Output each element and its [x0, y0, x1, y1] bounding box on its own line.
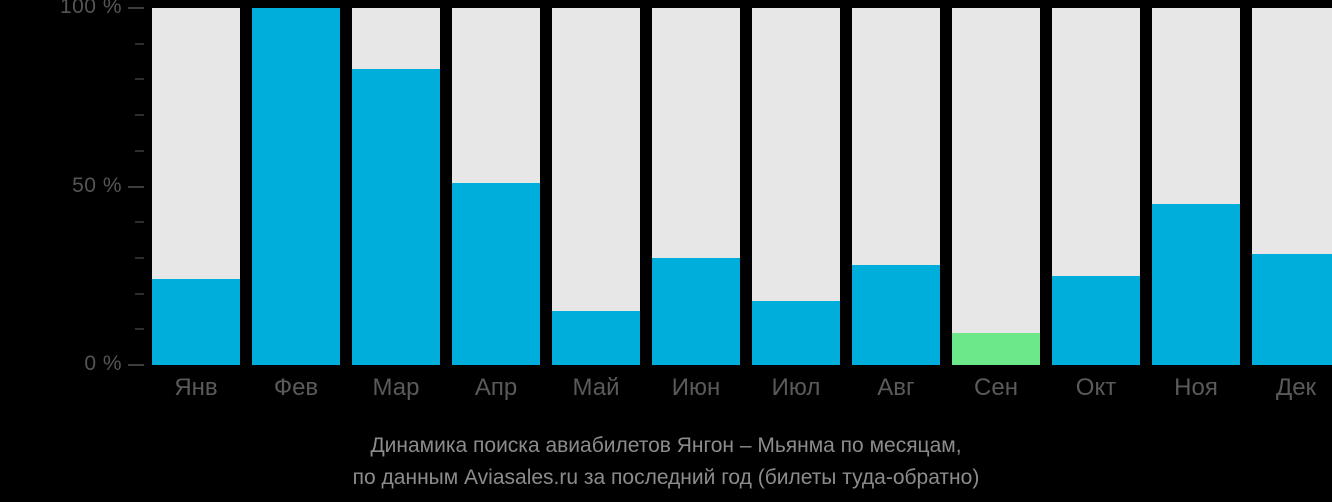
y-axis-tick-mark [135, 221, 144, 224]
x-axis-label: Фев [273, 374, 319, 401]
bar-group[interactable] [852, 8, 940, 365]
y-axis-tick-mark [135, 78, 144, 81]
bar-fill[interactable] [1152, 204, 1240, 365]
y-axis-tick-mark [128, 7, 144, 9]
bar-fill[interactable] [252, 8, 340, 365]
x-axis-label: Май [572, 374, 620, 401]
bar-group[interactable] [1252, 8, 1332, 365]
y-axis-label: 0 % [84, 352, 122, 375]
bar-track [552, 8, 640, 365]
x-axis-label: Сен [974, 374, 1018, 401]
bar-group[interactable] [952, 8, 1040, 365]
x-axis-label: Янв [174, 374, 218, 401]
bar-group[interactable] [1152, 8, 1240, 365]
bar-group[interactable] [652, 8, 740, 365]
x-axis-label: Окт [1075, 374, 1117, 401]
x-axis-label: Ноя [1174, 374, 1218, 401]
x-axis-label: Июл [771, 374, 821, 401]
bar-track [952, 8, 1040, 365]
y-axis-tick-mark [135, 328, 144, 331]
bar-fill[interactable] [1252, 254, 1332, 365]
y-axis-tick-mark [128, 185, 144, 188]
x-axis-label: Авг [877, 374, 915, 401]
y-axis: 0 % 50 % 100 % [0, 0, 152, 502]
bar-group[interactable] [1052, 8, 1140, 365]
bar-fill[interactable] [1052, 275, 1140, 365]
bar-group[interactable] [552, 8, 640, 365]
bar-group[interactable] [252, 8, 340, 365]
y-axis-tick-mark [135, 292, 144, 295]
bar-fill[interactable] [452, 182, 540, 365]
bar-fill[interactable] [152, 279, 240, 365]
bar-fill[interactable] [552, 311, 640, 365]
x-axis: Янв Фев Мар Апр Май Июн Июл Авг Сен Окт Ноя Дек [152, 374, 1332, 414]
y-axis-tick-mark [135, 149, 144, 152]
x-axis-label: Мар [372, 374, 420, 401]
x-axis-label: Апр [474, 374, 518, 401]
bar-group[interactable] [752, 8, 840, 365]
x-axis-label: Июн [671, 374, 721, 401]
bar-fill[interactable] [852, 265, 940, 365]
y-axis-tick-mark [135, 256, 144, 259]
bar-fill[interactable] [352, 68, 440, 365]
x-axis-label: Дек [1275, 374, 1317, 401]
y-axis-label: 100 % [59, 0, 122, 18]
bar-group[interactable] [152, 8, 240, 365]
caption-line-title: Динамика поиска авиабилетов Янгон – Мьян… [370, 434, 962, 457]
y-axis-tick-mark [135, 114, 144, 117]
bar-fill[interactable] [752, 300, 840, 365]
chart-caption: Динамика поиска авиабилетов Янгон – Мьян… [0, 430, 1332, 494]
bar-group[interactable] [352, 8, 440, 365]
bar-fill[interactable] [952, 332, 1040, 365]
plot-area [152, 8, 1332, 365]
bar-fill[interactable] [652, 257, 740, 365]
y-axis-tick-mark [128, 364, 144, 366]
y-axis-label: 50 % [72, 173, 122, 197]
caption-line-subtitle: по данным Aviasales.ru за последний год … [352, 466, 980, 489]
y-axis-tick-mark [135, 42, 144, 45]
bar-group[interactable] [452, 8, 540, 365]
